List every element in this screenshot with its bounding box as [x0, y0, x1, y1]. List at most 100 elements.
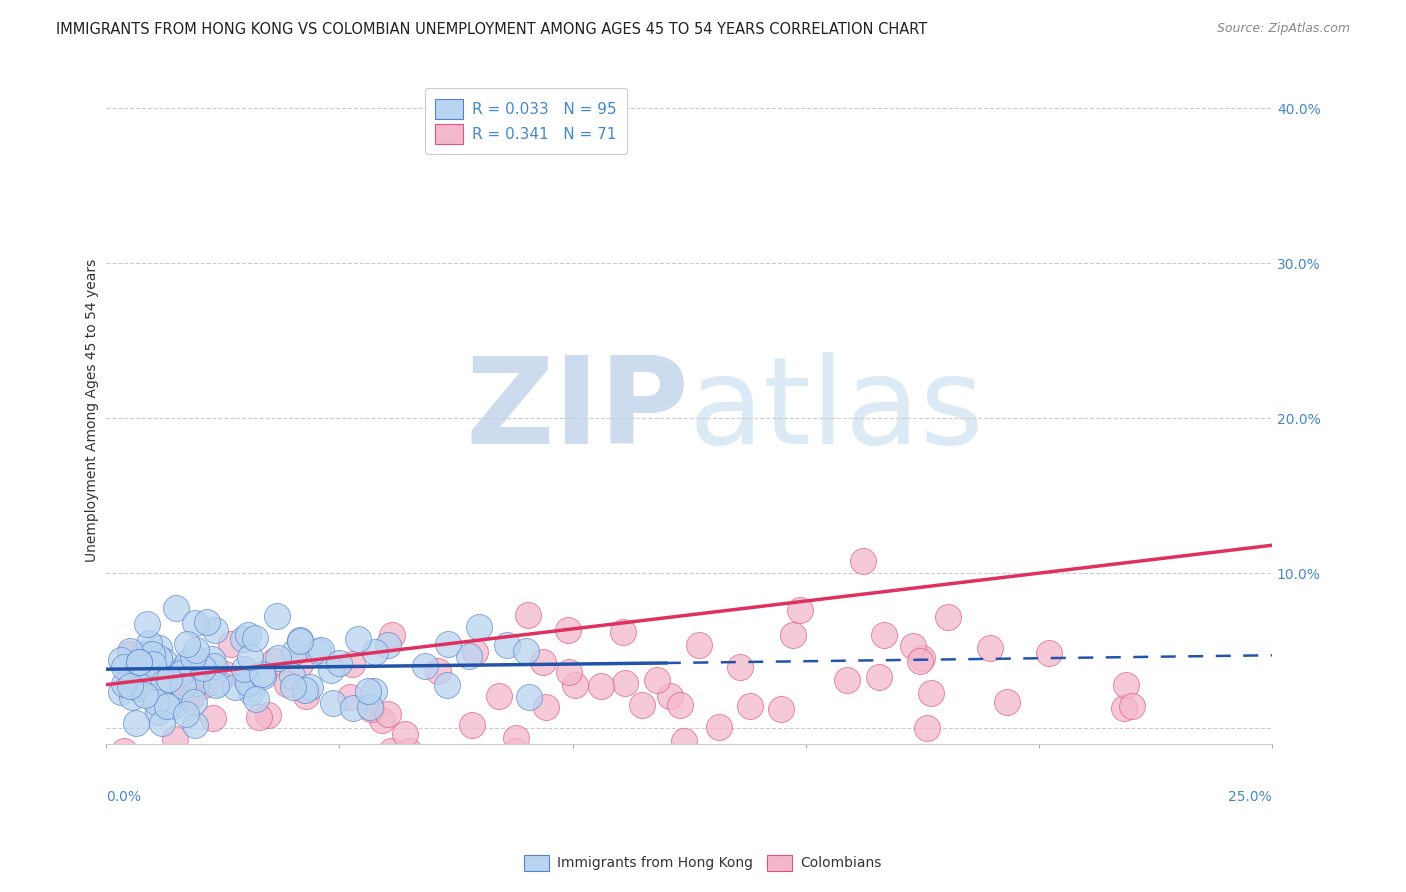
Point: [1121, 699, 1143, 714]
Point: [363, 683, 385, 698]
Point: [707, 720, 730, 734]
Point: [141, 648, 163, 662]
Point: [589, 679, 612, 693]
Point: [232, 632, 254, 646]
Point: [280, 668, 302, 682]
Point: [458, 649, 481, 664]
Point: [436, 678, 458, 692]
Point: [979, 641, 1001, 656]
Point: [232, 662, 254, 676]
Point: [186, 675, 208, 690]
Point: [903, 639, 925, 653]
Point: [852, 554, 875, 568]
Point: [165, 731, 187, 746]
Point: [245, 691, 267, 706]
Point: [193, 677, 215, 691]
Point: [134, 688, 156, 702]
Point: [342, 701, 364, 715]
Point: [165, 601, 187, 615]
Point: [377, 638, 399, 652]
Point: [148, 651, 170, 665]
Point: [112, 660, 135, 674]
Point: [121, 690, 143, 704]
Point: [174, 690, 197, 705]
Point: [868, 670, 890, 684]
Point: [194, 665, 217, 680]
Point: [339, 690, 361, 704]
Point: [290, 657, 312, 671]
Point: [112, 744, 135, 758]
Point: [915, 721, 938, 735]
Point: [127, 660, 149, 674]
Point: [238, 628, 260, 642]
Point: [381, 628, 404, 642]
Point: [176, 656, 198, 670]
Point: [688, 638, 710, 652]
Point: [294, 689, 316, 703]
Point: [136, 665, 159, 679]
Point: [157, 672, 180, 686]
Point: [564, 677, 586, 691]
Point: [219, 637, 242, 651]
Point: [156, 699, 179, 714]
Point: [132, 678, 155, 692]
Point: [873, 628, 896, 642]
Point: [239, 650, 262, 665]
Point: [322, 697, 344, 711]
Text: ZIP: ZIP: [465, 352, 689, 469]
Point: [170, 666, 193, 681]
Point: [267, 651, 290, 665]
Y-axis label: Unemployment Among Ages 45 to 54 years: Unemployment Among Ages 45 to 54 years: [86, 259, 100, 562]
Point: [515, 644, 537, 658]
Point: [612, 625, 634, 640]
Point: [357, 684, 380, 698]
Point: [252, 666, 274, 681]
Point: [266, 609, 288, 624]
Point: [488, 689, 510, 703]
Point: [363, 644, 385, 658]
Point: [247, 710, 270, 724]
Point: [172, 679, 194, 693]
Point: [672, 734, 695, 748]
Point: [437, 637, 460, 651]
Point: [174, 707, 197, 722]
Point: [668, 698, 690, 712]
Point: [240, 685, 263, 699]
Point: [236, 676, 259, 690]
Point: [176, 637, 198, 651]
Point: [202, 659, 225, 673]
Point: [995, 695, 1018, 709]
Point: [371, 713, 394, 727]
Point: [908, 654, 931, 668]
Point: [531, 655, 554, 669]
Point: [204, 624, 226, 638]
Point: [631, 698, 654, 712]
Point: [167, 665, 190, 679]
Point: [110, 652, 132, 666]
Point: [1115, 678, 1137, 692]
Point: [183, 695, 205, 709]
Text: 25.0%: 25.0%: [1229, 790, 1272, 805]
Point: [233, 671, 256, 685]
Point: [162, 698, 184, 713]
Point: [239, 680, 262, 694]
Point: [142, 657, 165, 672]
Point: [127, 681, 149, 696]
Legend: R = 0.033   N = 95, R = 0.341   N = 71: R = 0.033 N = 95, R = 0.341 N = 71: [425, 88, 627, 154]
Point: [256, 707, 278, 722]
Point: [936, 609, 959, 624]
Point: [283, 645, 305, 659]
Point: [181, 649, 204, 664]
Text: atlas: atlas: [689, 352, 984, 469]
Text: IMMIGRANTS FROM HONG KONG VS COLOMBIAN UNEMPLOYMENT AMONG AGES 45 TO 54 YEARS CO: IMMIGRANTS FROM HONG KONG VS COLOMBIAN U…: [56, 22, 928, 37]
Point: [328, 656, 350, 670]
Point: [309, 643, 332, 657]
Point: [558, 665, 581, 679]
Point: [184, 615, 207, 630]
Point: [505, 731, 527, 746]
Point: [224, 680, 246, 694]
Point: [359, 699, 381, 714]
Point: [288, 633, 311, 648]
Point: [118, 644, 141, 658]
Point: [184, 718, 207, 732]
